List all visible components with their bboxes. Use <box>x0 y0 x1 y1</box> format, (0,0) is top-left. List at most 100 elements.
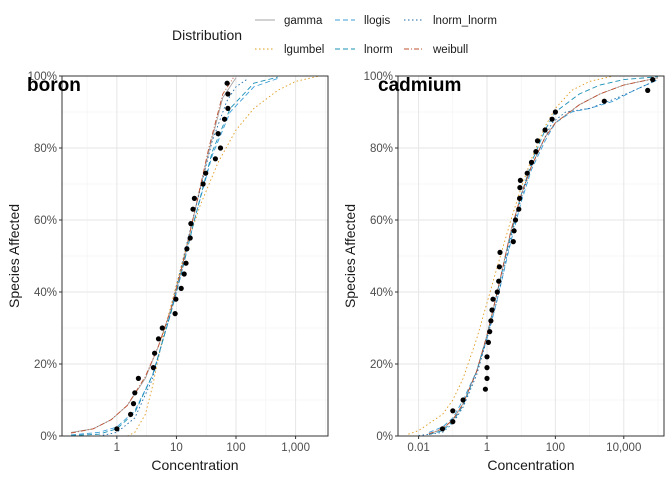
x-tick-label: 1 <box>114 442 120 454</box>
x-tick-label: 10 <box>170 442 183 454</box>
series-line-weibull <box>428 77 659 435</box>
data-point <box>225 105 231 111</box>
data-point <box>552 109 559 115</box>
data-point <box>645 87 651 93</box>
y-tick-label: 20% <box>34 359 57 371</box>
legend-label-lgumbel: lgumbel <box>284 44 324 56</box>
data-point <box>490 296 496 302</box>
x-tick-label: 1 <box>484 442 490 454</box>
data-point <box>191 195 197 201</box>
data-point <box>217 145 224 151</box>
data-point <box>533 149 539 155</box>
x-tick-label: 100 <box>546 442 565 454</box>
panels: 1 10 100 1,000 0% 20% 40% 60% 80% 100% Concentrati… <box>6 71 665 473</box>
x-tick-label: 10,000 <box>606 442 641 454</box>
y-tick-label: 40% <box>34 287 57 299</box>
data-point <box>212 156 218 162</box>
series-line-lnorm-lnorm <box>418 79 659 436</box>
data-point <box>450 408 456 414</box>
data-point <box>114 426 120 432</box>
data-point <box>187 235 193 241</box>
legend-item-lnorm-lnorm: lnorm_lnorm <box>404 15 497 27</box>
data-point <box>173 296 179 302</box>
legend-label-lnorm-lnorm: lnorm_lnorm <box>433 15 497 27</box>
legend-item-lnorm: lnorm <box>335 44 393 56</box>
data-point <box>517 185 523 191</box>
data-point <box>221 116 228 122</box>
data-point <box>203 170 209 176</box>
data-point <box>460 397 466 403</box>
data-point <box>484 365 490 371</box>
data-point <box>496 264 502 270</box>
data-point <box>488 318 494 324</box>
y-tick-label: 20% <box>370 359 393 371</box>
gridlines <box>398 75 664 437</box>
series-line-llogis <box>70 78 278 436</box>
data-point <box>130 401 137 407</box>
data-point <box>511 228 517 234</box>
panel-border <box>397 75 665 437</box>
legend-label-llogis: llogis <box>364 15 390 27</box>
data-point <box>188 221 194 227</box>
y-tick-label: 0% <box>376 431 393 443</box>
series-line-lnorm <box>70 76 278 436</box>
x-tick-label: 0.01 <box>407 442 429 454</box>
y-tick-label: 0% <box>40 431 57 443</box>
data-point <box>128 411 134 417</box>
data-point <box>150 365 156 371</box>
data-point <box>485 339 491 345</box>
y-tick-label: 80% <box>34 143 57 155</box>
series-line-lgumbel <box>408 76 614 435</box>
data-point <box>484 375 490 381</box>
data-point <box>184 246 190 252</box>
data-point <box>135 375 141 381</box>
data-point <box>601 98 607 104</box>
series-line-lnorm <box>428 76 659 436</box>
data-point <box>489 307 495 313</box>
series-lines <box>408 76 659 436</box>
y-tick-label: 80% <box>370 143 393 155</box>
data-point <box>516 206 522 212</box>
legend-item-weibull: weibull <box>404 44 468 56</box>
data-point <box>549 116 555 122</box>
panel-boron: 1 10 100 1,000 0% 20% 40% 60% 80% 100% Concentrati… <box>6 71 329 473</box>
data-point <box>517 177 524 183</box>
legend-item-llogis: llogis <box>335 15 390 27</box>
legend-label-weibull: weibull <box>432 44 468 56</box>
data-point <box>155 336 162 342</box>
data-point <box>542 127 548 133</box>
data-points <box>114 80 231 432</box>
data-point <box>497 249 503 255</box>
y-tick-label: 60% <box>34 215 57 227</box>
data-point <box>517 195 523 201</box>
data-point <box>224 80 230 86</box>
data-point <box>190 206 196 212</box>
data-point <box>510 239 516 245</box>
legend: Distribution gamma llogis lnorm_lnormlgumb… <box>172 15 497 56</box>
series-line-llogis <box>428 79 659 433</box>
panel-tag-boron: boron <box>27 75 81 96</box>
series-line-gamma <box>70 77 237 433</box>
data-point <box>512 217 519 223</box>
data-point <box>178 285 184 291</box>
data-point <box>534 138 541 144</box>
panel-border <box>61 75 329 437</box>
series-line-lnorm-lnorm <box>98 79 247 436</box>
data-point <box>200 181 206 187</box>
data-point <box>439 426 446 432</box>
data-point <box>482 386 488 392</box>
x-axis-title: Concentration <box>151 457 238 473</box>
data-point <box>528 159 535 165</box>
data-point <box>496 278 502 284</box>
data-point <box>450 419 456 425</box>
data-point <box>524 170 530 176</box>
y-tick-label: 100% <box>364 71 393 83</box>
y-tick-label: 100% <box>28 71 57 83</box>
legend-item-gamma: gamma <box>255 15 323 27</box>
data-point <box>215 131 221 137</box>
axis-ticks: 0.01 1 100 10,000 0% 20% 40% 60% 80% 100% <box>364 71 642 454</box>
legend-label-lnorm: lnorm <box>364 44 393 56</box>
data-point <box>650 77 656 83</box>
